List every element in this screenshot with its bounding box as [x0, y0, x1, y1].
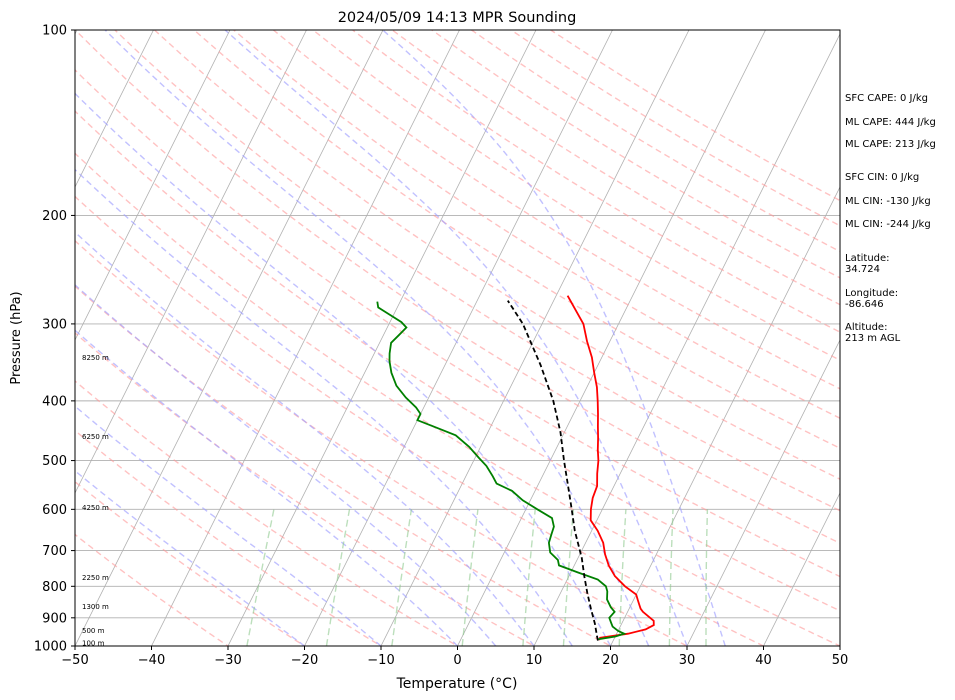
dewpoint-profile: [376, 301, 627, 641]
longitude-label: Longitude: -86.646: [845, 288, 899, 310]
dry-adiabat-9: [75, 110, 840, 612]
y-tick-label-2: 800: [42, 580, 67, 595]
altitude-label: Altitude: 213 m AGL: [845, 322, 901, 344]
sfc-cape-label: SFC CAPE: 0 J/kg: [845, 93, 928, 104]
parcel-profile: [507, 300, 599, 641]
dry-adiabat-13: [154, 30, 840, 480]
y-tick-label-8: 200: [42, 209, 67, 224]
isotherm-19: [763, 492, 840, 646]
x-tick-label-1: −40: [138, 653, 165, 668]
height-label-1: 500 m: [82, 627, 105, 635]
height-label-5: 6250 m: [82, 433, 109, 441]
mixing-ratio-6: [618, 509, 627, 646]
x-tick-label-8: 30: [679, 653, 696, 668]
mixing-ratio-5: [562, 509, 575, 646]
dry-adiabat-11: [75, 30, 840, 544]
dry-adiabat-12: [114, 30, 840, 512]
dry-adiabat-3: [75, 380, 459, 646]
dry-adiabat-16: [272, 30, 840, 390]
moist-adiabat-9: [382, 30, 726, 646]
y-tick-label-3: 700: [42, 544, 67, 559]
mixing-ratio-4: [522, 509, 536, 646]
moist-adiabat-0: [75, 469, 305, 646]
mixing-ratio-2: [391, 509, 413, 646]
y-tick-label-6: 400: [42, 394, 67, 409]
moist-adiabat-1: [75, 405, 382, 646]
plot-frame: [74, 29, 841, 647]
y-tick-label-5: 500: [42, 454, 67, 469]
latitude-label: Latitude: 34.724: [845, 253, 890, 275]
isotherm-9: [75, 30, 307, 494]
x-axis: −50 −40 −30 −20 −10 0 10 20 30 40 50: [61, 646, 848, 668]
chart-title: 2024/05/09 14:13 MPR Sounding: [338, 10, 577, 26]
isotherm-13: [304, 30, 613, 646]
y-axis: 1000 900 800 700 600 500 400 300 200 100: [34, 24, 75, 655]
mixing-ratio-3: [461, 509, 479, 646]
dry-adiabat-8: [75, 152, 840, 646]
ml-cape-label-2: ML CAPE: 213 J/kg: [845, 139, 936, 150]
moist-adiabat-4: [75, 231, 535, 646]
dry-adiabat-1: [75, 480, 306, 646]
x-tick-label-2: −30: [214, 653, 241, 668]
isotherm-16: [533, 33, 840, 646]
ml-cape-label: ML CAPE: 444 J/kg: [845, 117, 936, 128]
temperature-profile: [566, 295, 655, 639]
isotherm-18: [686, 339, 840, 646]
ml-cin-label-2: ML CIN: -244 J/kg: [845, 219, 931, 230]
y-tick-label-7: 300: [42, 317, 67, 332]
y-tick-label-1: 900: [42, 611, 67, 626]
isotherm-12: [227, 30, 537, 646]
x-tick-label-7: 20: [602, 653, 619, 668]
dry-adiabat-10: [75, 68, 840, 578]
dry-adiabat-5: [75, 285, 612, 646]
isotherm-5: [0, 30, 1, 646]
mixing-ratio-0: [246, 509, 275, 646]
isotherm-15: [457, 30, 766, 646]
mixing-ratio-7: [668, 509, 674, 646]
x-axis-label: Temperature (°C): [396, 676, 518, 692]
moist-adiabat-2: [75, 329, 458, 646]
dry-adiabat-15: [233, 30, 840, 419]
x-tick-label-9: 40: [755, 653, 772, 668]
y-tick-label-9: 100: [42, 24, 67, 39]
x-tick-label-6: 10: [526, 653, 543, 668]
x-tick-label-3: −20: [291, 653, 318, 668]
x-tick-label-0: −50: [61, 653, 88, 668]
height-label-6: 8250 m: [82, 354, 109, 362]
isotherm-10: [75, 30, 384, 646]
height-label-4: 4250 m: [82, 504, 109, 512]
isotherm-7: [75, 30, 154, 188]
moist-adiabat-7: [104, 30, 650, 646]
moist-adiabat-3: [75, 283, 497, 646]
y-tick-label-0: 1000: [34, 640, 67, 655]
dry-adiabat-0: [75, 533, 230, 646]
moist-adiabat-8: [224, 30, 688, 646]
ml-cin-label: ML CIN: -130 J/kg: [845, 196, 931, 207]
dry-adiabat-6: [75, 239, 689, 646]
height-labels: 100 m 500 m 1300 m 2250 m 4250 m 6250 m 8250 m: [82, 354, 109, 647]
height-label-2: 1300 m: [82, 603, 109, 611]
background-lines: [0, 30, 840, 646]
sfc-cin-label: SFC CIN: 0 J/kg: [845, 172, 920, 183]
mixing-ratio-8: [705, 509, 709, 646]
x-tick-label-4: −10: [367, 653, 394, 668]
moist-adiabat-5: [75, 168, 573, 646]
isotherm-8: [75, 30, 231, 341]
height-label-0: 100 m: [82, 639, 105, 647]
x-tick-label-5: 0: [453, 653, 461, 668]
x-tick-label-10: 50: [832, 653, 849, 668]
dry-adiabat-18: [352, 30, 840, 333]
moist-adiabat-6: [75, 92, 612, 646]
isotherm-14: [380, 30, 690, 646]
height-label-3: 2250 m: [82, 574, 109, 582]
dry-adiabat-7: [75, 195, 766, 646]
y-tick-label-4: 600: [42, 503, 67, 518]
dry-adiabat-2: [75, 429, 383, 646]
mixing-ratio-1: [325, 509, 351, 646]
y-axis-label: Pressure (hPa): [9, 291, 24, 384]
sounding-profiles: [376, 295, 655, 641]
dry-adiabat-4: [75, 332, 536, 646]
isotherm-17: [610, 186, 840, 646]
